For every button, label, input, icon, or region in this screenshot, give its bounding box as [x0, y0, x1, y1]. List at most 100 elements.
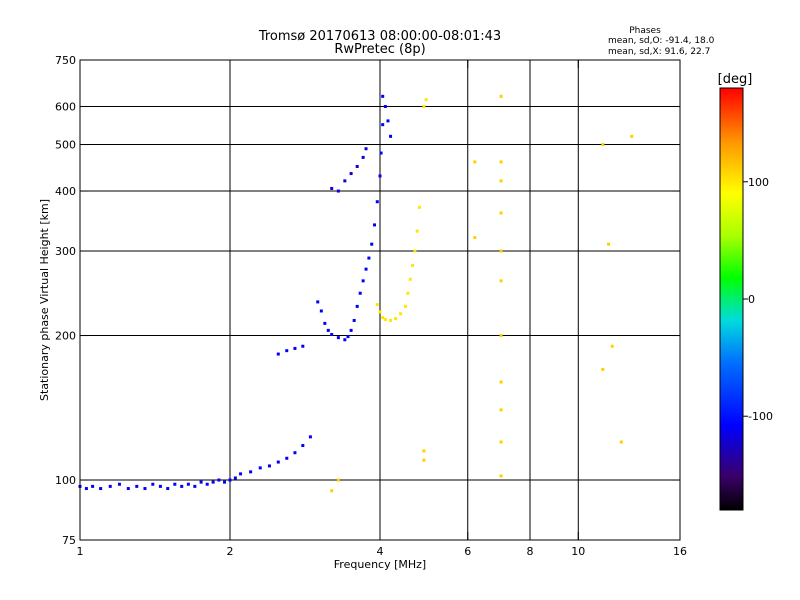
colorbar-ticks-group: 100 0 -100	[743, 176, 773, 423]
data-point	[383, 317, 387, 321]
data-point	[601, 367, 605, 371]
data-point	[422, 458, 426, 462]
data-point	[389, 134, 393, 138]
data-point	[417, 205, 421, 209]
data-point	[370, 242, 374, 246]
x-tick-label: 1	[77, 545, 84, 558]
y-tick-label: 75	[62, 534, 76, 547]
data-point	[619, 440, 623, 444]
data-point	[358, 291, 362, 295]
data-point	[424, 98, 428, 102]
data-point	[323, 321, 327, 325]
data-point	[336, 478, 340, 482]
data-point	[330, 332, 334, 336]
data-point	[364, 147, 368, 151]
data-point	[143, 487, 147, 491]
data-point	[349, 328, 353, 332]
data-point	[499, 440, 503, 444]
y-tick-label: 500	[55, 139, 76, 152]
data-point	[91, 484, 95, 488]
data-point	[336, 336, 340, 340]
data-point	[173, 482, 177, 486]
data-point	[361, 279, 365, 283]
data-point	[249, 470, 253, 474]
data-point	[411, 263, 415, 267]
data-point	[285, 456, 289, 460]
data-point	[355, 304, 359, 308]
data-point	[499, 334, 503, 338]
x-tick-label: 4	[377, 545, 384, 558]
y-tick-label: 100	[55, 474, 76, 487]
data-point	[276, 460, 280, 464]
data-point	[499, 211, 503, 215]
data-point	[330, 186, 334, 190]
data-point	[330, 489, 334, 493]
data-point	[499, 380, 503, 384]
data-point	[117, 482, 121, 486]
data-point	[381, 316, 385, 320]
data-point	[406, 291, 410, 295]
y-tick-label: 300	[55, 245, 76, 258]
data-point	[233, 476, 237, 480]
data-point	[293, 451, 297, 455]
data-point	[346, 335, 350, 339]
data-point	[258, 466, 262, 470]
data-point	[499, 408, 503, 412]
data-point	[381, 94, 385, 98]
data-point	[180, 484, 184, 488]
data-point	[319, 309, 323, 313]
x-tick-label: 10	[571, 545, 585, 558]
data-point	[276, 352, 280, 356]
data-point	[383, 105, 387, 109]
data-point	[379, 151, 383, 155]
colorbar: [deg] 100 0 -100	[718, 72, 773, 511]
data-point	[386, 119, 390, 123]
data-point	[199, 480, 203, 484]
data-point	[108, 484, 112, 488]
legend-line-x: mean, sd,X: 91.6, 22.7	[608, 47, 710, 57]
chart-title: Tromsø 20170613 08:00:00-08:01:43	[258, 29, 501, 44]
data-point	[422, 105, 426, 109]
data-point	[408, 277, 412, 281]
data-point	[375, 303, 379, 307]
data-point	[630, 134, 634, 138]
phase-legend: Phases mean, sd,O: -91.4, 18.0 mean, sd,…	[608, 26, 715, 57]
data-point	[343, 179, 347, 183]
data-point	[301, 344, 305, 348]
data-point	[381, 123, 385, 127]
data-point	[499, 160, 503, 164]
data-point	[293, 346, 297, 350]
grid-group	[80, 60, 680, 540]
data-point	[403, 304, 407, 308]
x-tick-label: 2	[227, 545, 234, 558]
data-point	[211, 480, 215, 484]
y-tick-label: 400	[55, 185, 76, 198]
colorbar-tick-label: 0	[748, 293, 755, 306]
colorbar-gradient	[719, 87, 744, 511]
data-point	[228, 478, 232, 482]
data-point	[610, 344, 614, 348]
data-point	[499, 279, 503, 283]
data-point	[361, 155, 365, 159]
colorbar-label: [deg]	[718, 72, 753, 87]
x-axis-label: Frequency [MHz]	[334, 558, 426, 571]
data-point	[499, 474, 503, 478]
y-ticks-group: 75 100 200 300 400 500 600 750	[55, 54, 680, 547]
data-point	[499, 249, 503, 253]
data-point	[166, 487, 170, 491]
chart-subtitle: RwPretec (8p)	[334, 42, 425, 57]
data-point	[355, 164, 359, 168]
data-point	[84, 487, 88, 491]
data-point	[158, 484, 162, 488]
data-point	[378, 174, 382, 178]
data-point	[186, 482, 190, 486]
data-point	[415, 229, 419, 233]
data-point	[499, 179, 503, 183]
data-point	[375, 200, 379, 204]
x-ticks-group: 1 2 4 6 8 10 16	[77, 60, 687, 558]
colorbar-tick-label: 100	[748, 176, 769, 189]
data-point	[413, 249, 417, 253]
x-tick-label: 8	[527, 545, 534, 558]
x-tick-label: 16	[673, 545, 687, 558]
data-point	[394, 317, 398, 321]
